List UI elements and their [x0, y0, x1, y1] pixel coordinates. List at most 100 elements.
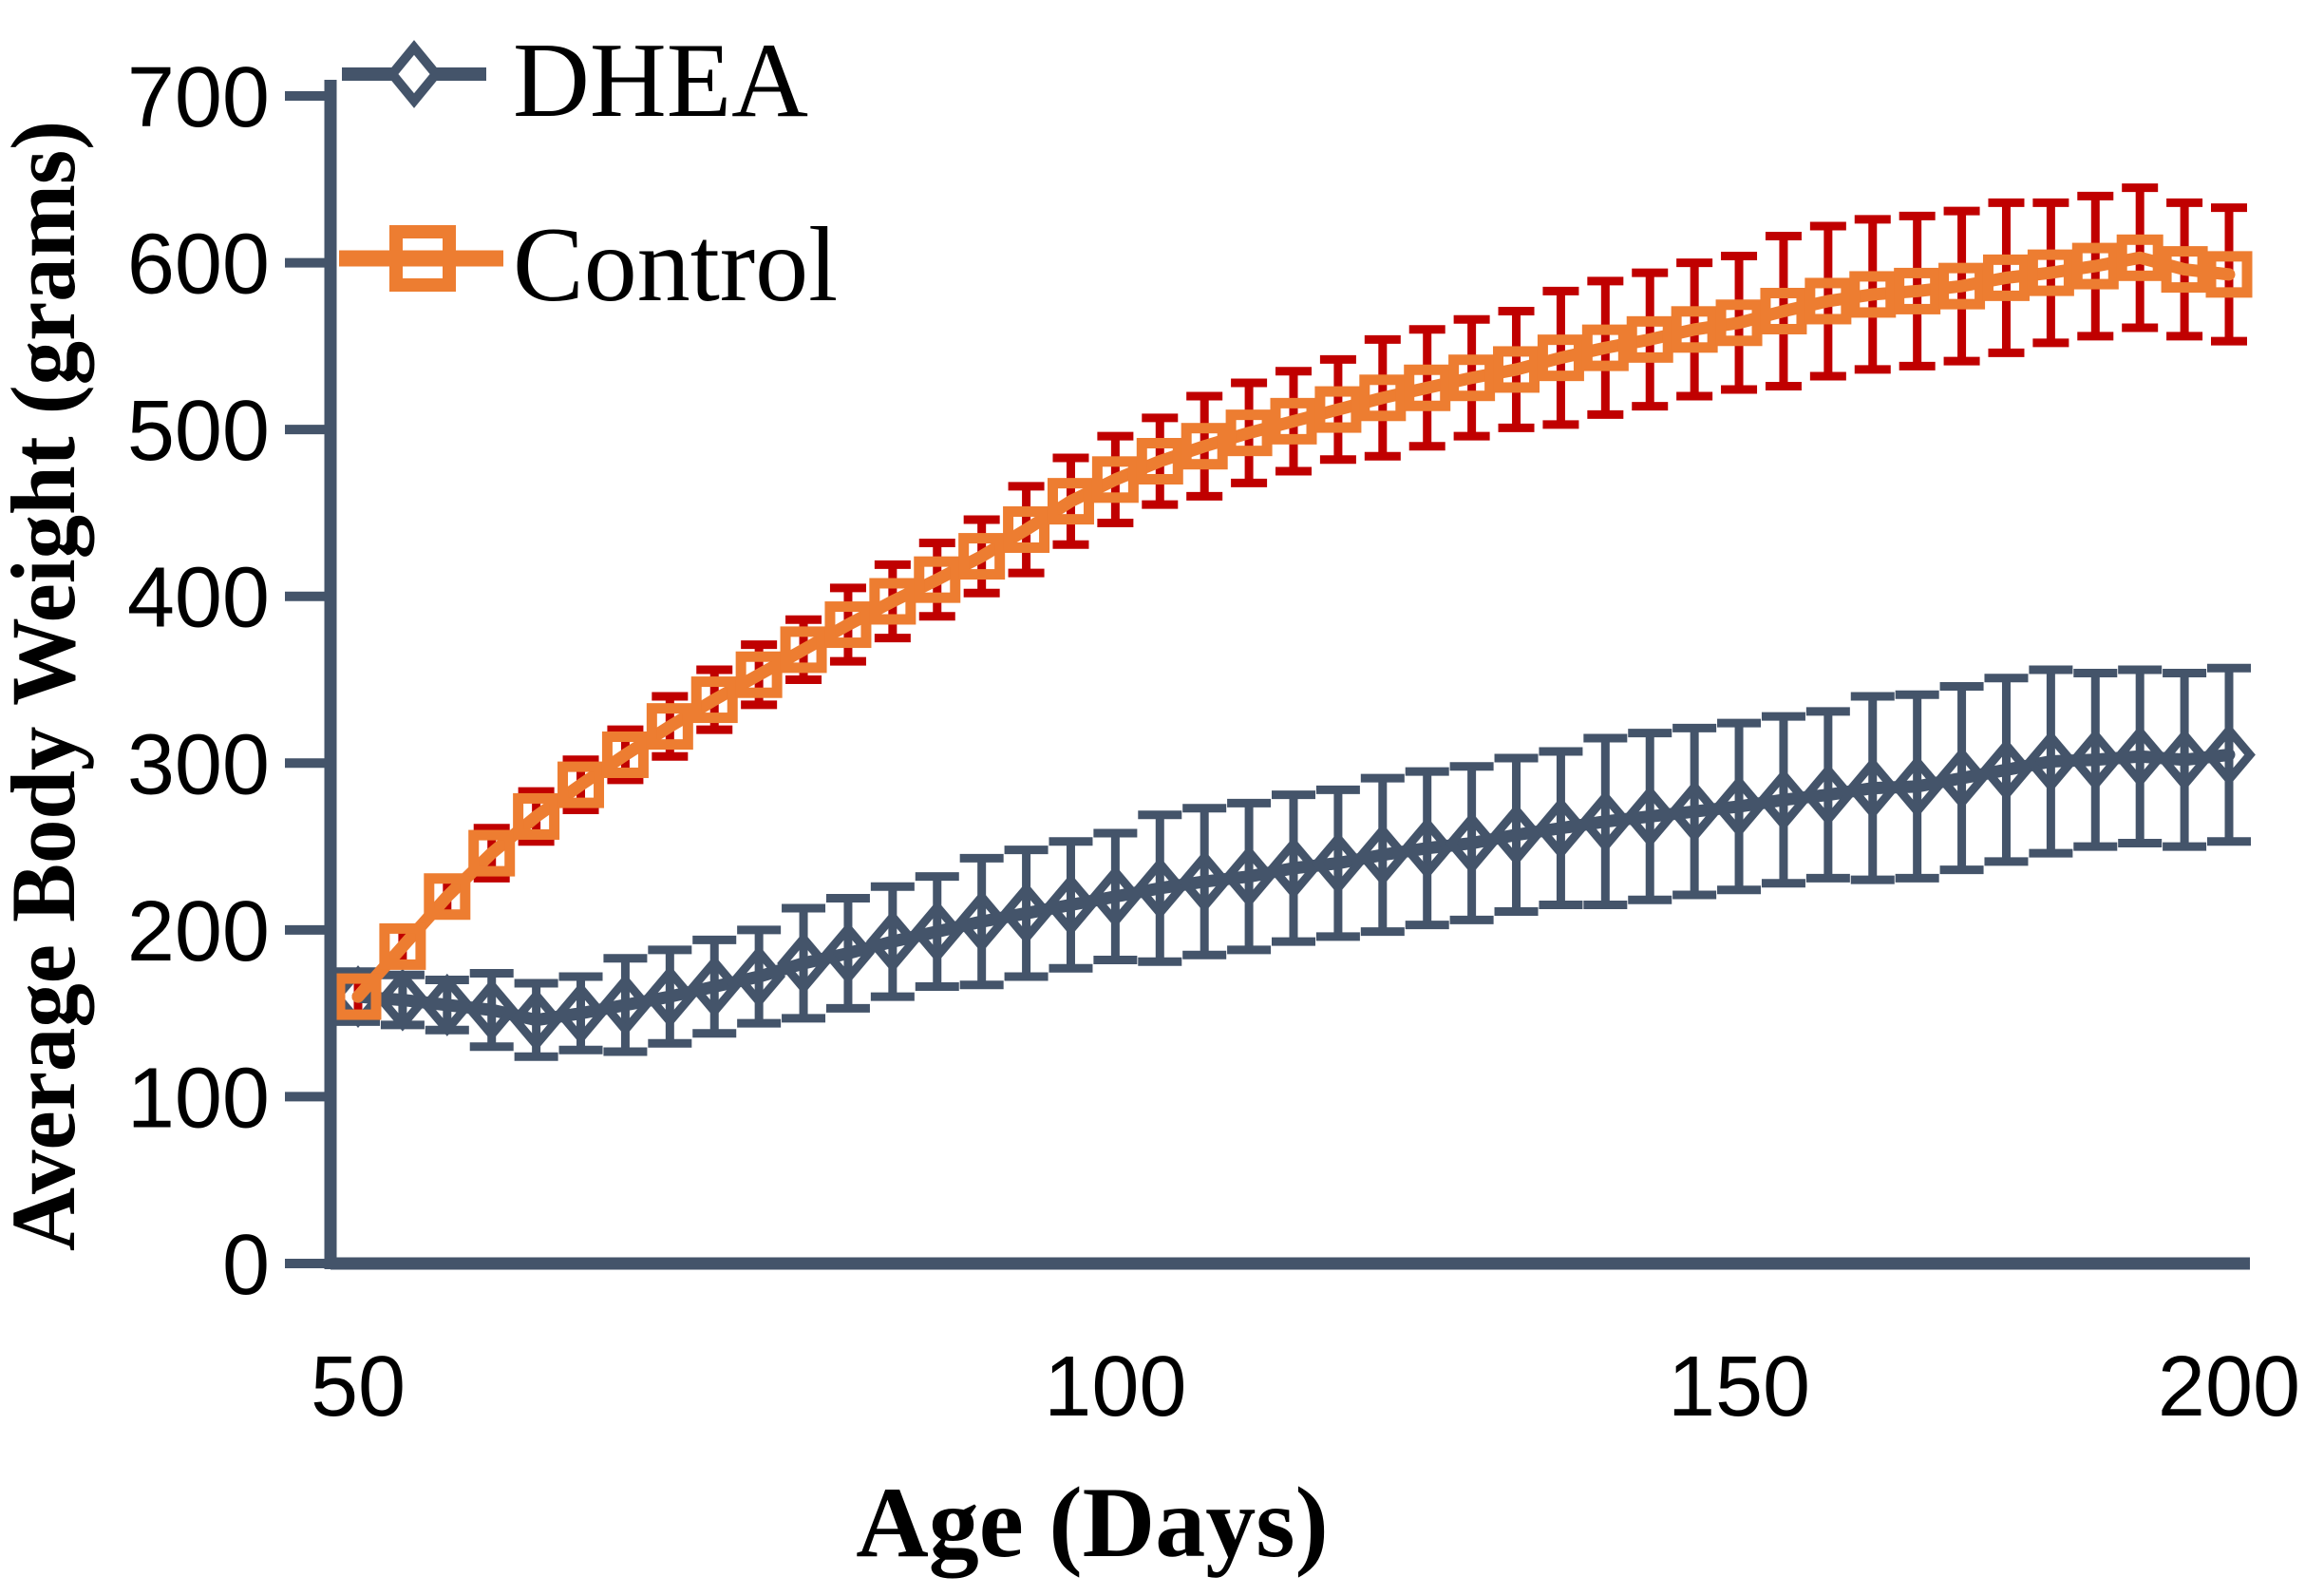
- dhea-marker-diamond-icon: [2202, 723, 2256, 787]
- dhea-marker-diamond-icon: [464, 978, 519, 1042]
- control-marker-square-icon: [2161, 246, 2208, 294]
- dhea-marker-diamond-icon: [1222, 845, 1275, 908]
- x-tick-label: 50: [311, 1340, 406, 1434]
- x-tick-label: 200: [2158, 1340, 2300, 1434]
- dhea-marker-diamond-icon: [1801, 763, 1855, 826]
- control-marker-square-icon: [601, 732, 649, 779]
- control-marker-square-icon: [1715, 299, 1763, 347]
- control-marker-square-icon: [1270, 397, 1317, 445]
- dhea-marker-diamond-icon: [1267, 836, 1320, 900]
- dhea-marker-diamond-icon: [910, 900, 964, 963]
- dhea-marker-diamond-icon: [954, 890, 1009, 954]
- control-marker-square-icon: [1359, 374, 1407, 422]
- dhea-marker-diamond-icon: [1088, 864, 1143, 928]
- legend-item-dhea: DHEA: [342, 22, 808, 140]
- dhea-marker-diamond-icon: [688, 955, 742, 1018]
- control-marker-square-icon: [1804, 277, 1852, 325]
- control-series: [334, 234, 2253, 1020]
- control-marker-square-icon: [2027, 249, 2074, 296]
- x-axis: 50 100 150 200: [311, 1257, 2300, 1434]
- dhea-marker-diamond-icon: [2069, 728, 2123, 791]
- control-marker-square-icon: [1982, 254, 2030, 301]
- dhea-marker-diamond-icon: [376, 968, 429, 1032]
- dhea-marker-diamond-icon: [999, 882, 1053, 945]
- control-marker-square-icon: [1581, 324, 1629, 371]
- dhea-line: [351, 749, 2236, 1027]
- control-marker-square-icon: [1404, 364, 1451, 411]
- control-marker-square-icon: [334, 973, 382, 1020]
- dhea-marker-diamond-icon: [1757, 768, 1810, 831]
- control-marker-square-icon: [513, 792, 560, 840]
- control-marker-square-icon: [468, 829, 516, 877]
- control-marker-square-icon: [1537, 334, 1584, 382]
- dhea-marker-diamond-icon: [1133, 856, 1187, 920]
- control-marker-square-icon: [1849, 271, 1897, 318]
- control-marker-square-icon: [1894, 267, 1941, 314]
- control-marker-square-icon: [1938, 262, 1986, 310]
- y-tick-label: 100: [127, 1051, 270, 1146]
- y-tick-label: 700: [127, 50, 270, 145]
- control-marker-square-icon: [869, 578, 916, 625]
- control-marker-square-icon: [824, 601, 872, 649]
- control-marker-square-icon: [1003, 505, 1050, 553]
- control-marker-square-icon: [1448, 354, 1496, 402]
- dhea-marker-diamond-icon: [732, 945, 786, 1008]
- dhea-marker-diamond-icon: [1712, 774, 1766, 838]
- dhea-marker-diamond-icon: [1623, 785, 1677, 848]
- control-marker-square-icon: [1626, 315, 1673, 363]
- control-legend-label: Control: [513, 206, 838, 324]
- dhea-marker-diamond-icon: [822, 922, 875, 985]
- y-tick-label: 500: [127, 384, 270, 479]
- dhea-marker-diamond-icon: [865, 910, 919, 974]
- control-marker-square-icon: [557, 761, 605, 808]
- y-tick-label: 600: [127, 218, 270, 313]
- dhea-marker-diamond-icon: [1845, 756, 1899, 820]
- dhea-marker-diamond-icon: [1668, 780, 1722, 844]
- dhea-legend-diamond-icon: [386, 40, 443, 108]
- control-marker-square-icon: [690, 676, 738, 724]
- legend: DHEA Control: [339, 22, 838, 324]
- dhea-legend-label: DHEA: [513, 22, 808, 140]
- control-marker-square-icon: [1493, 346, 1540, 393]
- control-marker-square-icon: [1136, 438, 1183, 485]
- dhea-marker-diamond-icon: [2158, 728, 2211, 791]
- control-marker-square-icon: [1225, 409, 1273, 457]
- control-marker-square-icon: [1047, 478, 1094, 525]
- dhea-marker-diamond-icon: [420, 973, 474, 1036]
- control-marker-square-icon: [914, 556, 961, 603]
- control-marker-square-icon: [1314, 386, 1362, 433]
- dhea-marker-diamond-icon: [777, 932, 830, 995]
- control-marker-square-icon: [780, 626, 827, 674]
- legend-item-control: Control: [339, 206, 838, 324]
- control-marker-square-icon: [424, 873, 471, 921]
- y-tick-label: 400: [127, 551, 270, 646]
- control-legend-square-icon: [389, 225, 456, 292]
- dhea-marker-diamond-icon: [1445, 811, 1499, 875]
- control-marker-square-icon: [2205, 251, 2253, 298]
- control-marker-square-icon: [1760, 287, 1807, 334]
- x-tick-label: 150: [1668, 1340, 1810, 1434]
- dhea-marker-diamond-icon: [1890, 754, 1944, 818]
- dhea-marker-diamond-icon: [2113, 725, 2167, 788]
- dhea-marker-diamond-icon: [1312, 831, 1365, 895]
- dhea-marker-diamond-icon: [1578, 789, 1633, 853]
- dhea-marker-diamond-icon: [1979, 738, 2033, 802]
- dhea-marker-diamond-icon: [1400, 816, 1454, 880]
- y-tick-label: 0: [222, 1218, 270, 1313]
- y-tick-label: 300: [127, 717, 270, 812]
- y-axis: 0 100 200 300 400 500 600 700: [127, 50, 337, 1313]
- dhea-marker-diamond-icon: [1935, 747, 1989, 810]
- dhea-marker-diamond-icon: [554, 981, 608, 1045]
- control-line: [351, 251, 2236, 1003]
- control-marker-square-icon: [646, 703, 693, 750]
- dhea-marker-diamond-icon: [1489, 803, 1543, 866]
- dhea-marker-diamond-icon: [643, 965, 697, 1029]
- y-tick-label: 200: [127, 884, 270, 979]
- control-marker-square-icon: [2116, 234, 2163, 281]
- control-marker-square-icon: [1671, 306, 1718, 353]
- dhea-marker-diamond-icon: [598, 973, 652, 1036]
- x-tick-label: 100: [1044, 1340, 1186, 1434]
- dhea-marker-diamond-icon: [1178, 849, 1232, 913]
